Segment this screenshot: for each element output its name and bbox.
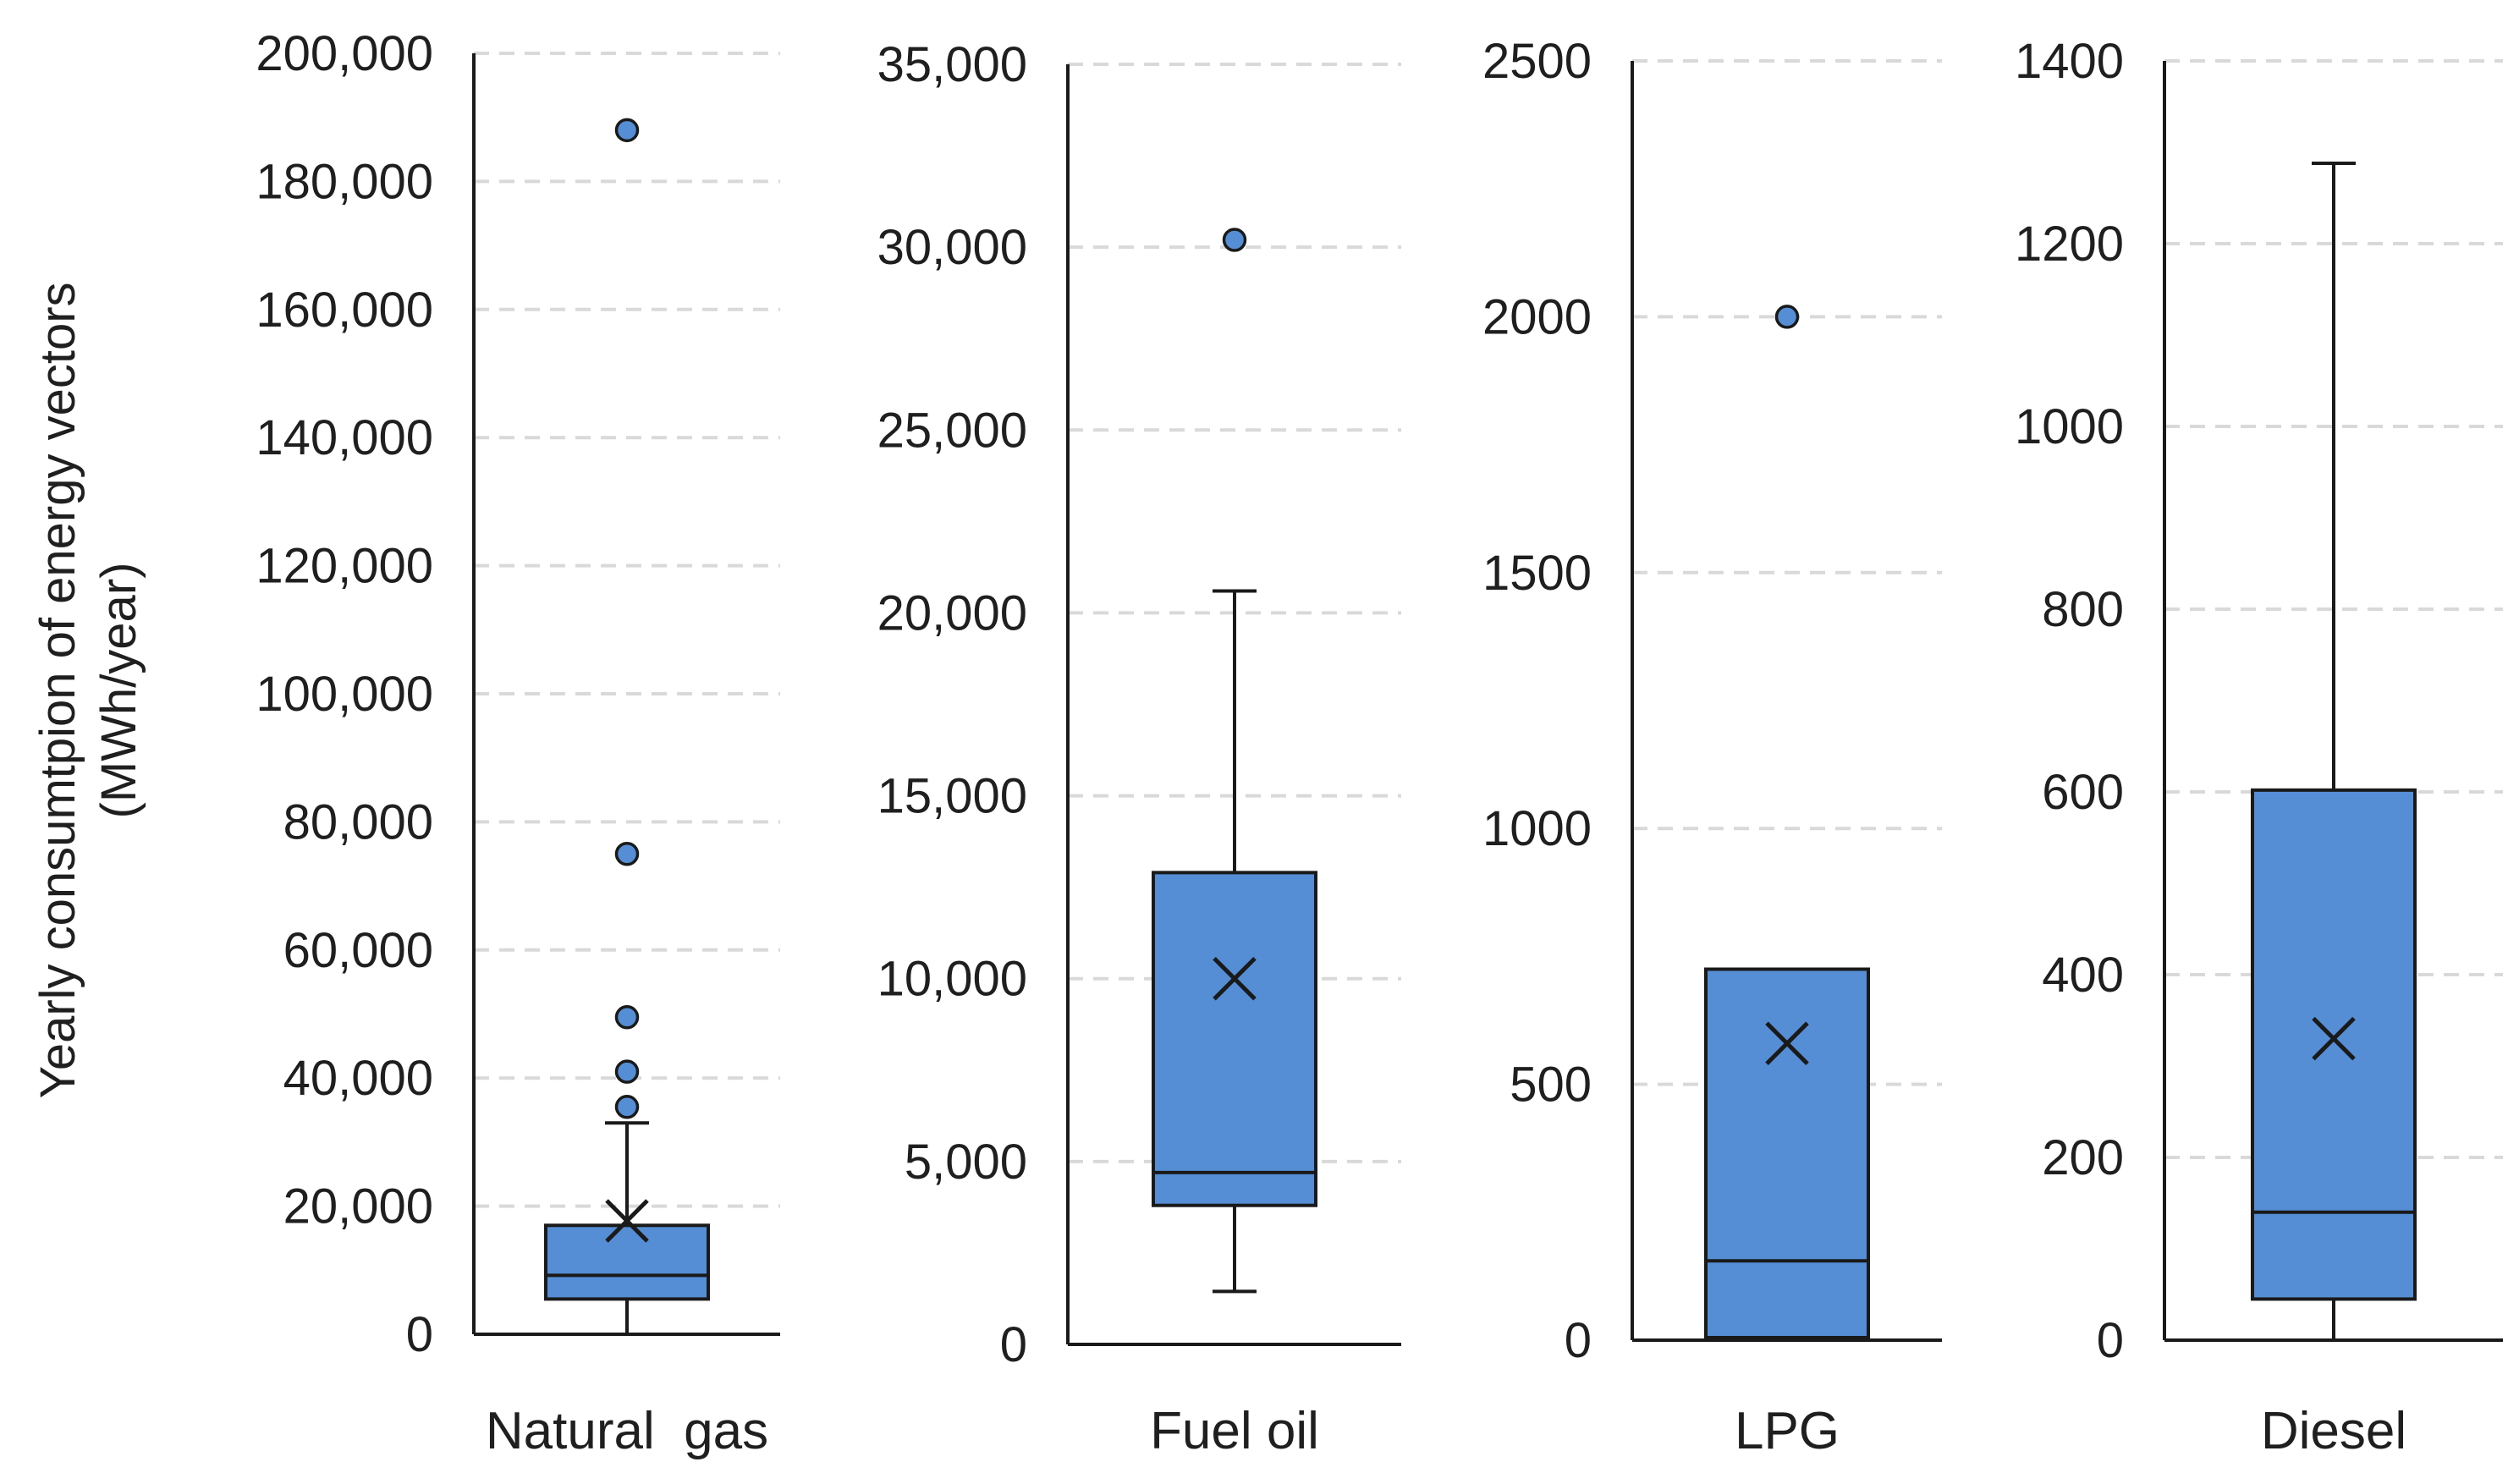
panel-0: 0 20,000 40,000 60,000 80,000 100,000 120,000 1…: [256, 26, 780, 1460]
y-tick-label: 40,000: [283, 1051, 433, 1106]
y-tick-label: 500: [1510, 1058, 1592, 1113]
outlier-point: [614, 1095, 640, 1119]
y-tick-label: 15,000: [877, 769, 1027, 824]
y-tick-label: 20,000: [283, 1179, 433, 1234]
y-tick-label: 1500: [1482, 546, 1592, 601]
y-tick-label: 600: [2042, 765, 2124, 820]
outlier-point: [614, 1005, 640, 1030]
y-tick-label: 200: [2042, 1130, 2124, 1185]
mean-marker: [605, 1199, 649, 1243]
iqr-box: [1152, 871, 1317, 1207]
mean-marker-stroke: [605, 1199, 649, 1243]
y-tick-label: 35,000: [877, 37, 1027, 92]
y-tick-label: 1000: [1482, 801, 1592, 856]
iqr-box: [2251, 788, 2417, 1301]
outlier-point: [1774, 305, 1800, 329]
outlier-point: [614, 118, 640, 143]
y-axis-title: Yearly consumtpion of energy vectors (MW…: [30, 282, 146, 1098]
panel-1: 0 5,000 10,000 15,000 20,000 25,000 30,000 35,0…: [877, 37, 1401, 1460]
y-tick-label: 5,000: [905, 1135, 1027, 1190]
y-tick-label: 10,000: [877, 952, 1027, 1007]
outlier-point: [1222, 228, 1247, 252]
y-tick-label: 140,000: [256, 410, 433, 465]
y-tick-label: 2500: [1482, 34, 1592, 89]
y-tick-label: 1000: [2015, 399, 2124, 454]
mean-marker-stroke: [2312, 1016, 2356, 1061]
mean-marker: [1213, 956, 1257, 1001]
iqr-box: [544, 1223, 710, 1301]
y-axis-title-line-2: (MWh/year): [91, 563, 146, 819]
y-axis-title-line-1: Yearly consumtpion of energy vectors: [30, 282, 85, 1098]
y-tick-label: 0: [1000, 1317, 1027, 1372]
panel-2: 0 500 1000 1500 2000 2500 LPG: [1482, 34, 1942, 1460]
y-tick-label: 0: [406, 1307, 433, 1362]
y-tick-label: 30,000: [877, 220, 1027, 275]
y-tick-label: 0: [2097, 1313, 2124, 1368]
iqr-box: [1704, 967, 1870, 1339]
mean-marker-stroke: [1213, 956, 1257, 1001]
outlier-point: [614, 842, 640, 866]
mean-marker: [1765, 1021, 1809, 1065]
y-tick-label: 80,000: [283, 794, 433, 849]
x-category-label: Fuel oil: [1150, 1402, 1319, 1460]
y-tick-label: 25,000: [877, 403, 1027, 458]
x-category-label: LPG: [1735, 1402, 1840, 1460]
y-tick-label: 100,000: [256, 667, 433, 722]
y-tick-label: 20,000: [877, 585, 1027, 640]
x-category-label: Diesel: [2261, 1402, 2406, 1460]
y-tick-label: 2000: [1482, 289, 1592, 344]
mean-marker: [2312, 1016, 2356, 1061]
outlier-point: [614, 1059, 640, 1084]
y-tick-label: 160,000: [256, 283, 433, 338]
y-tick-label: 0: [1565, 1313, 1592, 1368]
y-tick-label: 200,000: [256, 26, 433, 81]
y-tick-label: 1400: [2015, 34, 2124, 89]
y-tick-label: 400: [2042, 948, 2124, 1003]
y-tick-label: 1200: [2015, 217, 2124, 272]
x-category-label: Natural gas: [486, 1402, 768, 1460]
y-tick-label: 120,000: [256, 539, 433, 594]
box-plot-panels: 0 20,000 40,000 60,000 80,000 100,000 120,000 1…: [256, 26, 2503, 1460]
panel-3: 0 200 400 600 800 1000 1200 1400 Diesel: [2015, 34, 2503, 1460]
mean-marker-stroke: [1765, 1021, 1809, 1065]
y-tick-label: 60,000: [283, 923, 433, 978]
y-tick-label: 180,000: [256, 154, 433, 209]
y-tick-label: 800: [2042, 582, 2124, 637]
